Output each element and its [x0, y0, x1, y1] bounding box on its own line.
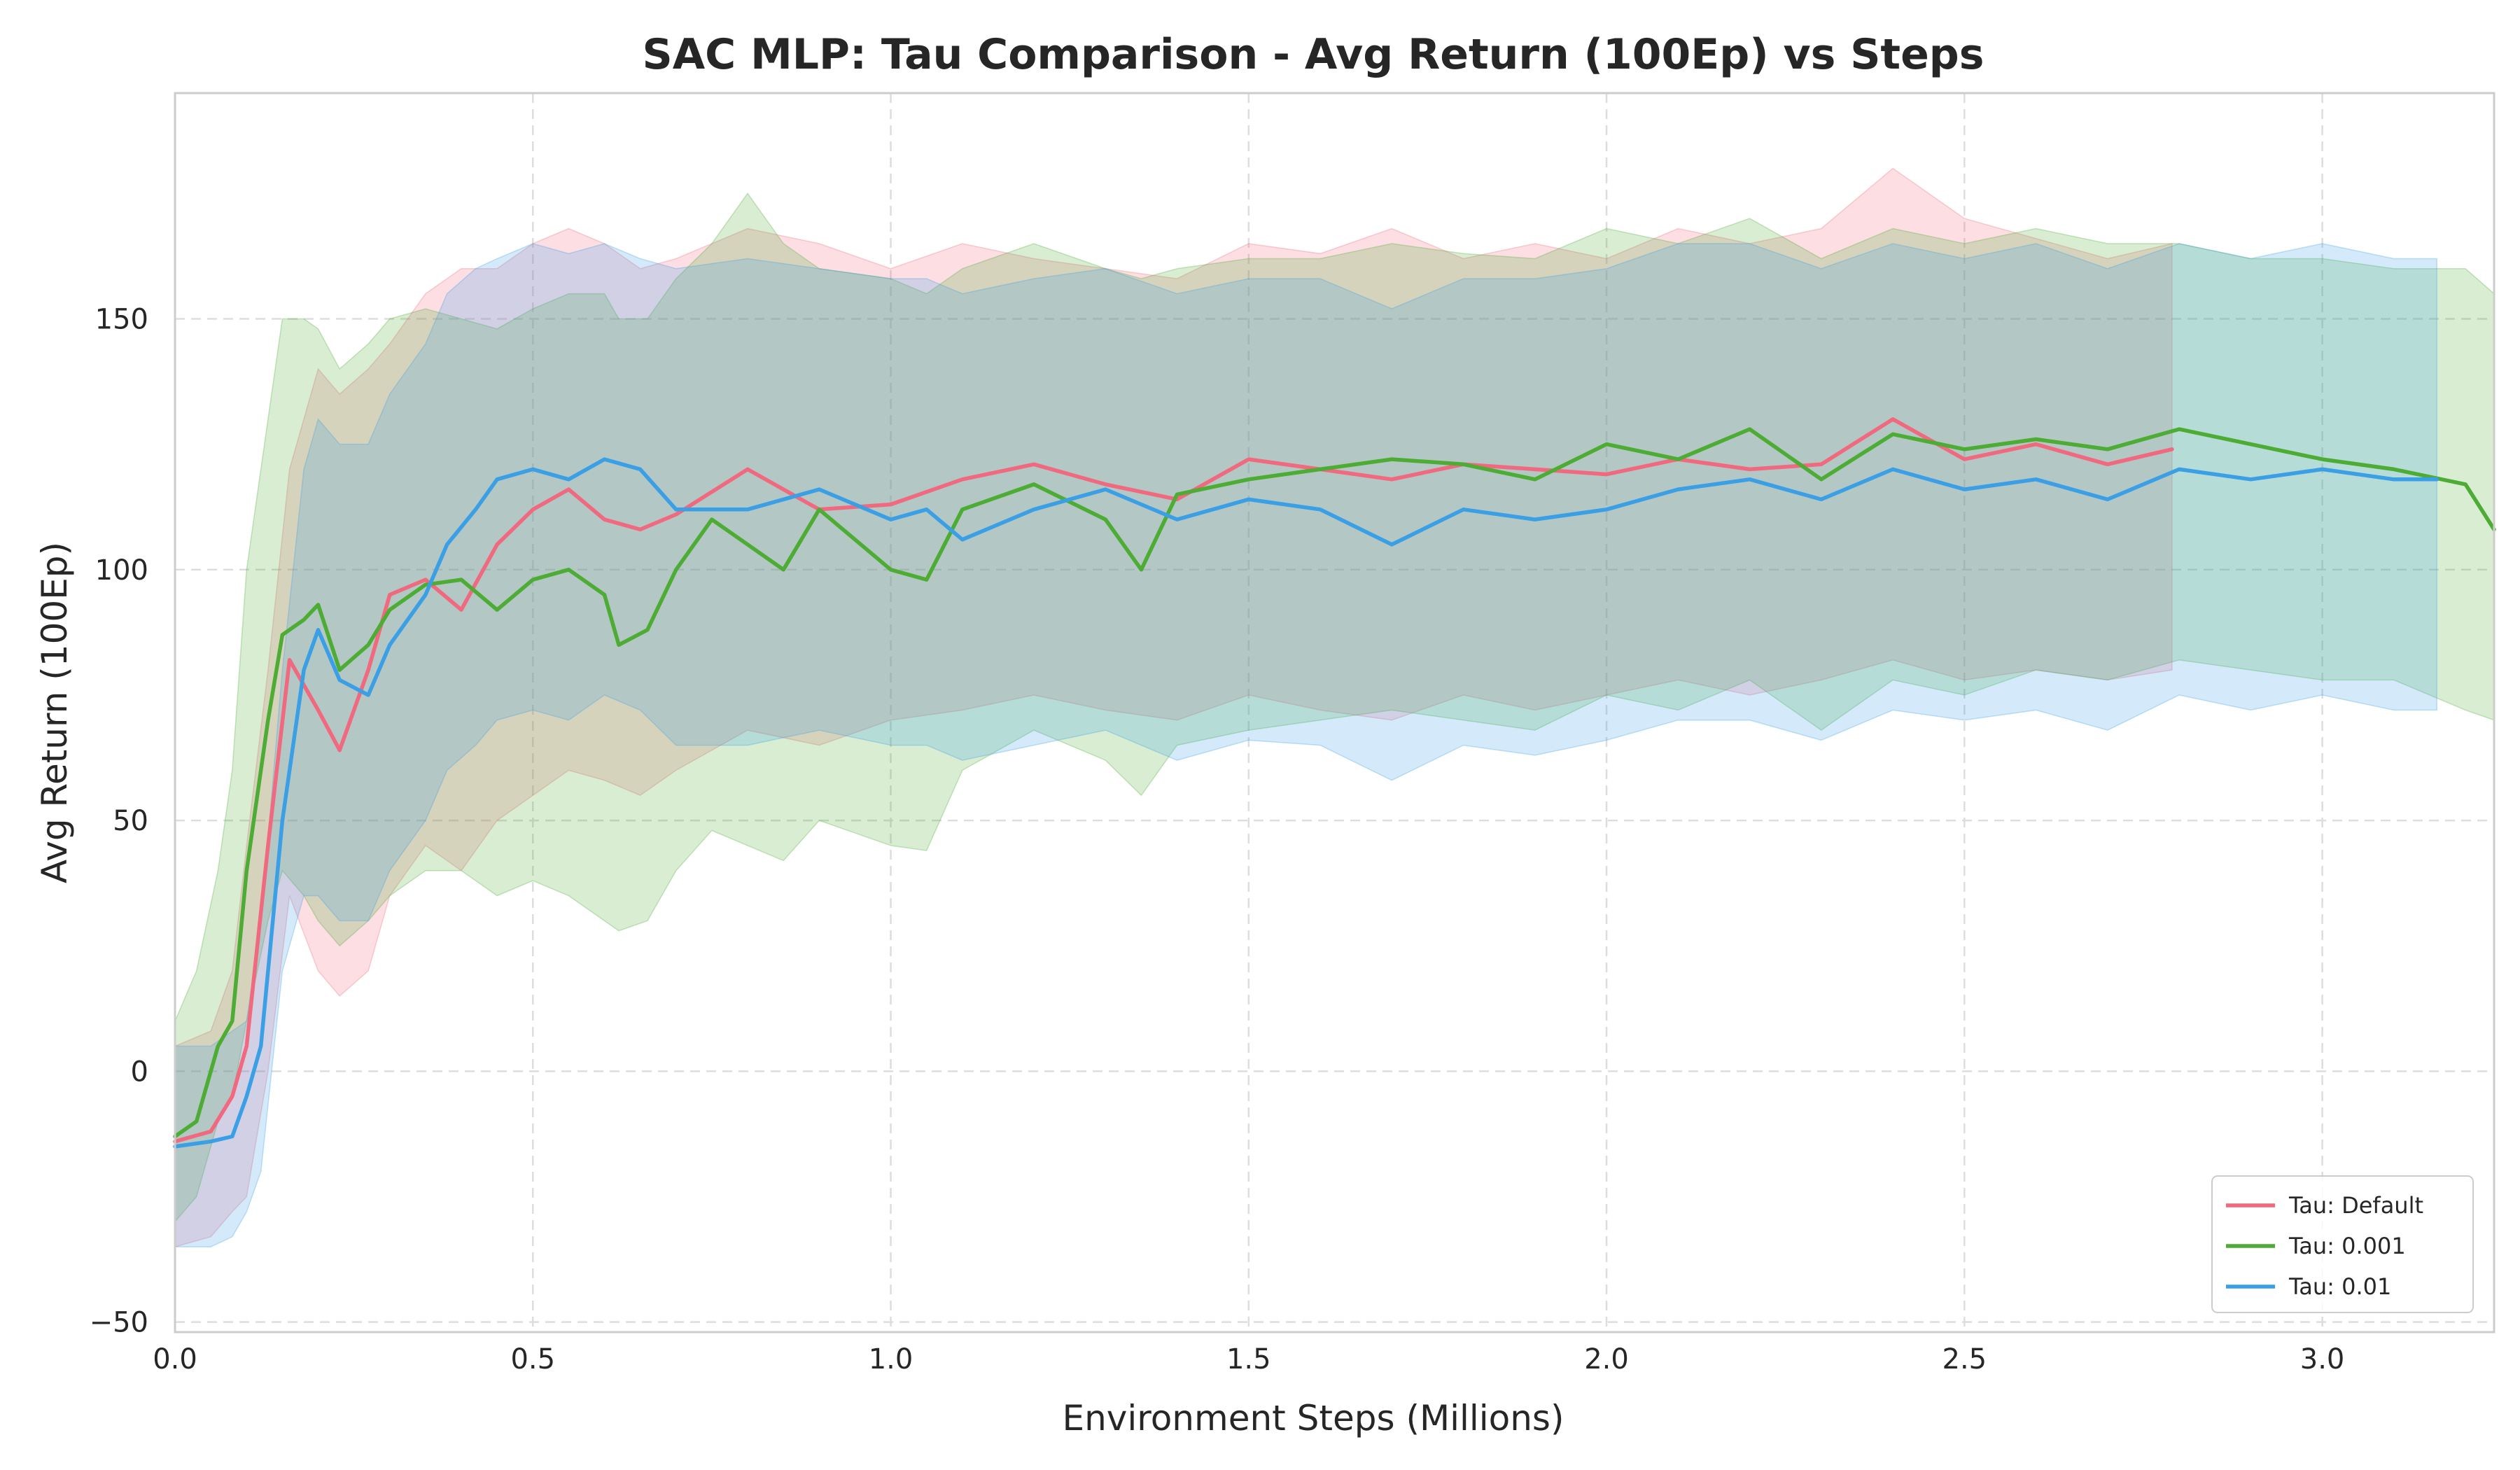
- y-axis-ticks: −50 0 50 100 150: [90, 303, 148, 1338]
- chart-title: SAC MLP: Tau Comparison - Avg Return (10…: [643, 30, 1984, 79]
- y-tick-label: 100: [95, 554, 148, 587]
- y-axis-label: Avg Return (100Ep): [34, 542, 75, 883]
- legend-label: Tau: Default: [2288, 1192, 2423, 1219]
- series-line-3: [173, 457, 2439, 1149]
- legend-label: Tau: 0.01: [2288, 1273, 2391, 1300]
- y-tick-label: 50: [113, 805, 148, 837]
- plot-frame: [174, 92, 2496, 1334]
- x-tick-label: 0.0: [153, 1343, 197, 1376]
- legend-box: [2211, 1175, 2474, 1313]
- series-band-3: [174, 243, 2437, 1247]
- grid-lines: [174, 93, 2494, 1332]
- series-band-1: [174, 167, 2173, 1248]
- x-axis-label: Environment Steps (Millions): [1063, 1398, 1564, 1438]
- confidence-bands: [174, 167, 2495, 1248]
- x-tick-label: 3.0: [2300, 1343, 2345, 1376]
- y-tick-label: −50: [90, 1307, 148, 1339]
- x-tick-label: 2.5: [1942, 1343, 1987, 1376]
- x-tick-label: 2.0: [1584, 1343, 1629, 1376]
- x-axis-ticks: 0.0 0.5 1.0 1.5 2.0 2.5 3.0: [153, 1343, 2344, 1376]
- x-tick-label: 1.0: [869, 1343, 913, 1376]
- series-lines: [173, 417, 2496, 1149]
- y-tick-label: 0: [131, 1056, 148, 1088]
- legend-label: Tau: 0.001: [2288, 1233, 2406, 1259]
- series-line-2: [173, 427, 2496, 1139]
- legend: Tau: Default Tau: 0.001 Tau: 0.01: [2211, 1175, 2474, 1313]
- y-tick-label: 150: [95, 303, 148, 335]
- x-tick-label: 1.5: [1226, 1343, 1271, 1376]
- x-tick-label: 0.5: [510, 1343, 555, 1376]
